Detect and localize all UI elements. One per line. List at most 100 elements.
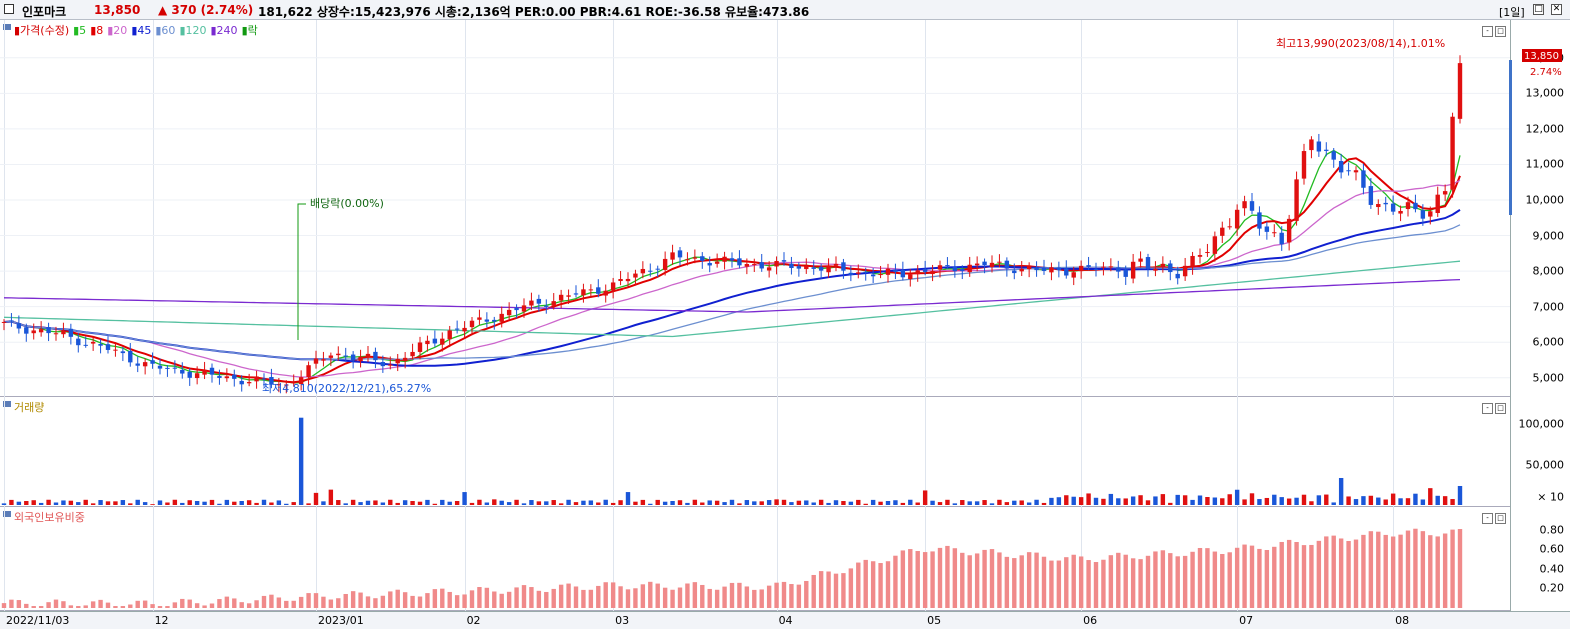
volume-bar (499, 500, 504, 505)
legend-item[interactable]: ▮45 (131, 24, 152, 37)
volume-bar (1145, 500, 1151, 505)
candle-body (1034, 267, 1039, 271)
volume-bar (380, 502, 386, 505)
foreign-holding-bar (76, 606, 81, 608)
minimize-panel-icon[interactable]: - (1482, 513, 1493, 524)
foreign-holding-bar (514, 587, 519, 608)
foreign-holding-bar (1242, 544, 1247, 608)
volume-bar (425, 499, 430, 505)
candle-body (284, 384, 289, 386)
foreign-holding-bar (1182, 555, 1188, 608)
panel-handle-icon[interactable] (3, 24, 11, 30)
foreign-holding-bar (893, 555, 898, 608)
foreign-holding-bar (61, 601, 66, 608)
x-tick-label: 06 (1083, 614, 1098, 627)
volume-bar (1368, 495, 1374, 505)
volume-bar (321, 501, 326, 505)
volume-bar (870, 499, 876, 505)
candle-body (358, 356, 363, 362)
foreign-y-tick: 0.60 (1539, 542, 1565, 556)
volume-bar (908, 499, 913, 505)
volume-bar (395, 502, 400, 505)
legend-item[interactable]: ▮8 (90, 24, 104, 37)
volume-bar (841, 501, 846, 505)
candle-body (1056, 267, 1062, 271)
close-icon[interactable]: ✕ (1551, 4, 1562, 15)
price-y-tick: 7,000 (1532, 300, 1565, 314)
volume-bar (31, 500, 36, 505)
volume-bar (1056, 497, 1062, 505)
candle-body (1205, 252, 1210, 254)
candle-body (1450, 116, 1455, 190)
foreign-holding-bar (1413, 528, 1418, 608)
candle-body (1026, 266, 1032, 270)
candle-body (1004, 260, 1010, 269)
price-change: ▲ 370 (2.74%) (158, 3, 254, 17)
candle-body (24, 327, 29, 334)
candle-body (321, 359, 326, 361)
volume-bar (388, 499, 393, 505)
foreign-holding-bar (1197, 547, 1203, 608)
panel-handle-icon[interactable] (3, 511, 11, 517)
volume-bar (1361, 496, 1366, 505)
candle-body (744, 264, 750, 267)
foreign-holding-bar (232, 598, 237, 608)
candle-body (804, 266, 809, 270)
foreign-holding-bar (863, 559, 868, 608)
volume-bar (1353, 499, 1359, 505)
foreign-holding-bar (685, 583, 690, 608)
volume-y-tick: × 10 (1537, 490, 1564, 504)
candle-body (410, 351, 415, 357)
header-checkbox[interactable] (4, 4, 14, 14)
foreign-holding-bar (239, 602, 244, 608)
foreign-holding-bar (499, 593, 504, 608)
foreign-holding-bar (551, 588, 556, 608)
candle-body (1234, 209, 1240, 229)
panel-handle-icon[interactable] (3, 401, 11, 407)
foreign-holding-bar (313, 593, 319, 608)
volume-bar (313, 492, 319, 505)
foreign-holding-bar (1442, 533, 1448, 608)
legend-item[interactable]: ▮60 (155, 24, 176, 37)
maximize-panel-icon[interactable]: □ (1495, 513, 1506, 524)
volume-bar (358, 502, 363, 505)
volume-bar (536, 501, 542, 505)
candle-body (105, 344, 111, 350)
period-selector[interactable]: [1일] (1499, 6, 1525, 19)
legend-item[interactable]: ▮가격(수정) (14, 24, 70, 37)
candle-body (997, 261, 1002, 263)
volume-bar (120, 500, 126, 505)
volume-bar (566, 499, 571, 505)
foreign-holding-bar (1338, 538, 1344, 608)
foreign-holding-bar (113, 606, 118, 608)
foreign-holding-bar (774, 582, 779, 608)
volume-bar (1309, 501, 1314, 505)
volume-bar (759, 501, 764, 505)
legend-item[interactable]: ▮240 (210, 24, 238, 37)
legend-item[interactable]: ▮20 (107, 24, 128, 37)
foreign-holding-bar (677, 587, 683, 608)
maximize-panel-icon[interactable]: □ (1495, 403, 1506, 414)
minimize-panel-icon[interactable]: - (1482, 26, 1493, 37)
maximize-panel-icon[interactable]: □ (1495, 26, 1506, 37)
volume-bar (833, 500, 839, 505)
maximize-icon[interactable]: □ (1533, 4, 1544, 15)
volume-bar (128, 503, 133, 505)
foreign-holding-bar (1331, 535, 1336, 608)
stock-stats: 181,622 상장수:15,423,976 시총:2,136억 PER:0.0… (258, 5, 810, 19)
legend-item[interactable]: ▮락 (241, 24, 258, 37)
candle-body (120, 351, 126, 354)
foreign-holding-bar (1286, 539, 1292, 608)
minimize-panel-icon[interactable]: - (1482, 403, 1493, 414)
volume-bar (1450, 499, 1455, 505)
candle-body (1249, 201, 1255, 211)
current-price-tag-label: 13,850 (1524, 51, 1559, 62)
volume-bar (974, 501, 980, 505)
legend-item[interactable]: ▮120 (179, 24, 207, 37)
foreign-holding-bar (610, 582, 616, 608)
volume-bar (1286, 498, 1292, 505)
volume-bar (1101, 498, 1106, 505)
foreign-holding-bar (120, 606, 126, 608)
legend-item[interactable]: ▮5 (73, 24, 87, 37)
volume-bar (967, 501, 972, 505)
